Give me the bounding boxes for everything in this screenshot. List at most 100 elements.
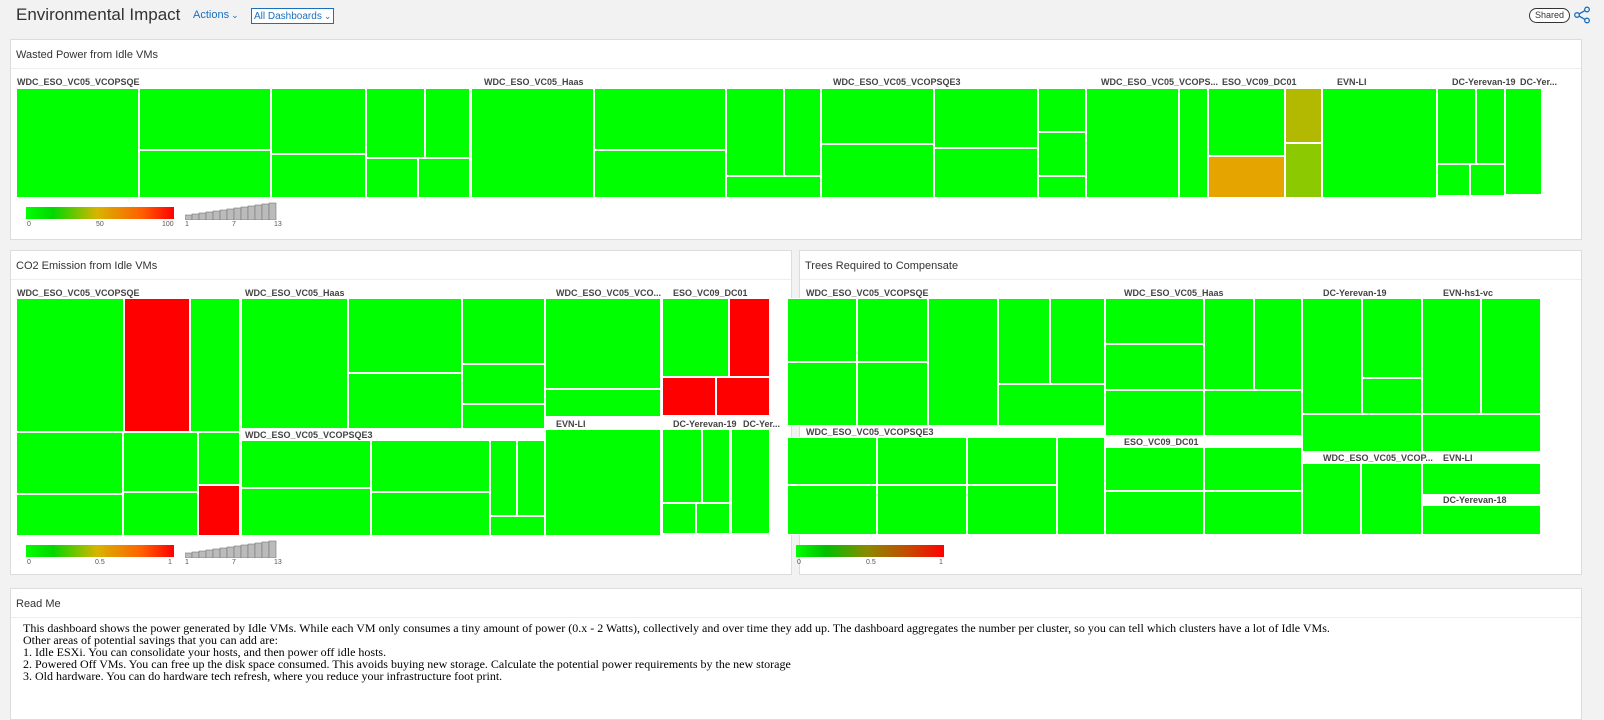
treemap-cell[interactable]: [1105, 390, 1204, 436]
treemap-cell[interactable]: [462, 364, 545, 404]
treemap-cell[interactable]: [1038, 176, 1086, 198]
treemap-cell[interactable]: [1204, 390, 1302, 436]
treemap-cell[interactable]: [1086, 88, 1179, 198]
treemap-cell[interactable]: [271, 154, 366, 198]
treemap-cell[interactable]: [1362, 378, 1422, 414]
treemap-cell[interactable]: [1437, 88, 1476, 164]
treemap-cell[interactable]: [1285, 143, 1322, 198]
treemap-cell[interactable]: [190, 298, 240, 432]
treemap-cell[interactable]: [371, 440, 490, 492]
treemap-cell[interactable]: [696, 503, 730, 534]
treemap-cell[interactable]: [1105, 447, 1204, 491]
treemap-cell[interactable]: [594, 150, 726, 198]
treemap-cell[interactable]: [1302, 463, 1361, 535]
treemap-cell[interactable]: [787, 437, 877, 485]
treemap-cell[interactable]: [1422, 298, 1481, 414]
treemap-cell[interactable]: [857, 362, 928, 426]
treemap-cell[interactable]: [1208, 156, 1285, 198]
treemap-cell[interactable]: [1254, 298, 1302, 390]
treemap-cell[interactable]: [928, 298, 998, 426]
treemap-cell[interactable]: [1204, 298, 1254, 390]
treemap-cell[interactable]: [716, 377, 770, 416]
treemap-cell[interactable]: [490, 440, 517, 516]
treemap-cell[interactable]: [934, 88, 1038, 148]
treemap-cell[interactable]: [726, 176, 821, 198]
treemap-cell[interactable]: [139, 88, 271, 150]
treemap-cell[interactable]: [1476, 88, 1505, 164]
treemap-cell[interactable]: [1505, 88, 1542, 195]
treemap-cell[interactable]: [241, 298, 348, 429]
treemap-cell[interactable]: [545, 429, 661, 536]
treemap-cell[interactable]: [124, 298, 190, 432]
treemap-cell[interactable]: [1050, 298, 1105, 384]
treemap-cell[interactable]: [787, 298, 857, 362]
treemap-cell[interactable]: [1302, 414, 1422, 452]
treemap-cell[interactable]: [16, 432, 123, 494]
treemap-cell[interactable]: [821, 88, 934, 144]
treemap-cell[interactable]: [198, 432, 240, 485]
treemap-cell[interactable]: [517, 440, 545, 516]
treemap-cell[interactable]: [967, 437, 1057, 485]
treemap-cell[interactable]: [784, 88, 821, 176]
treemap-cell[interactable]: [471, 88, 594, 198]
treemap-cell[interactable]: [594, 88, 726, 150]
treemap-cell[interactable]: [998, 298, 1050, 384]
treemap-cell[interactable]: [1437, 164, 1470, 196]
treemap-cell[interactable]: [1105, 298, 1204, 344]
treemap-cell[interactable]: [1422, 463, 1541, 495]
treemap-cell[interactable]: [16, 494, 123, 536]
treemap-cell[interactable]: [490, 516, 545, 536]
treemap-cell[interactable]: [1470, 164, 1505, 196]
treemap-cell[interactable]: [366, 158, 418, 198]
treemap-cell[interactable]: [1208, 88, 1285, 156]
share-icon[interactable]: [1573, 6, 1591, 24]
treemap-cell[interactable]: [123, 432, 198, 492]
treemap-cell[interactable]: [139, 150, 271, 198]
treemap-cell[interactable]: [271, 88, 366, 154]
treemap-cell[interactable]: [348, 298, 462, 373]
treemap-cell[interactable]: [418, 158, 470, 198]
dashboards-select[interactable]: All Dashboards ⌄: [251, 8, 335, 24]
treemap-cell[interactable]: [425, 88, 470, 158]
treemap-cell[interactable]: [1362, 298, 1422, 378]
treemap-cell[interactable]: [366, 88, 425, 158]
treemap-cell[interactable]: [1422, 505, 1541, 535]
treemap-cell[interactable]: [198, 485, 240, 536]
treemap-cell[interactable]: [348, 373, 462, 429]
treemap-cell[interactable]: [1057, 437, 1105, 535]
treemap-cell[interactable]: [545, 389, 661, 417]
treemap-cell[interactable]: [662, 298, 729, 377]
treemap-cell[interactable]: [729, 298, 770, 377]
treemap-cell[interactable]: [371, 492, 490, 536]
treemap-cell[interactable]: [662, 377, 716, 416]
treemap-cell[interactable]: [462, 404, 545, 429]
treemap-cell[interactable]: [998, 384, 1105, 426]
treemap-cell[interactable]: [1481, 298, 1541, 414]
treemap-cell[interactable]: [662, 503, 696, 534]
treemap-cell[interactable]: [545, 298, 661, 389]
treemap-cell[interactable]: [731, 429, 770, 534]
treemap-cell[interactable]: [934, 148, 1038, 198]
treemap-cell[interactable]: [857, 298, 928, 362]
treemap-cell[interactable]: [462, 298, 545, 364]
treemap-cell[interactable]: [1285, 88, 1322, 143]
treemap-cell[interactable]: [1038, 132, 1086, 176]
treemap-cell[interactable]: [16, 88, 139, 198]
treemap-cell[interactable]: [1179, 88, 1208, 198]
treemap-cell[interactable]: [967, 485, 1057, 535]
treemap-cell[interactable]: [1204, 447, 1302, 491]
treemap-cell[interactable]: [1105, 491, 1204, 535]
treemap-cell[interactable]: [787, 362, 857, 426]
treemap-cell[interactable]: [1361, 463, 1422, 535]
treemap-cell[interactable]: [787, 485, 877, 535]
treemap-cell[interactable]: [877, 437, 967, 485]
treemap-cell[interactable]: [241, 488, 371, 536]
treemap-cell[interactable]: [1422, 414, 1541, 452]
treemap-cell[interactable]: [16, 298, 124, 432]
treemap-cell[interactable]: [702, 429, 730, 503]
treemap-cell[interactable]: [123, 492, 198, 536]
treemap-cell[interactable]: [1204, 491, 1302, 535]
treemap-cell[interactable]: [1038, 88, 1086, 132]
treemap-cell[interactable]: [241, 440, 371, 488]
actions-menu[interactable]: Actions ⌄: [193, 9, 239, 21]
